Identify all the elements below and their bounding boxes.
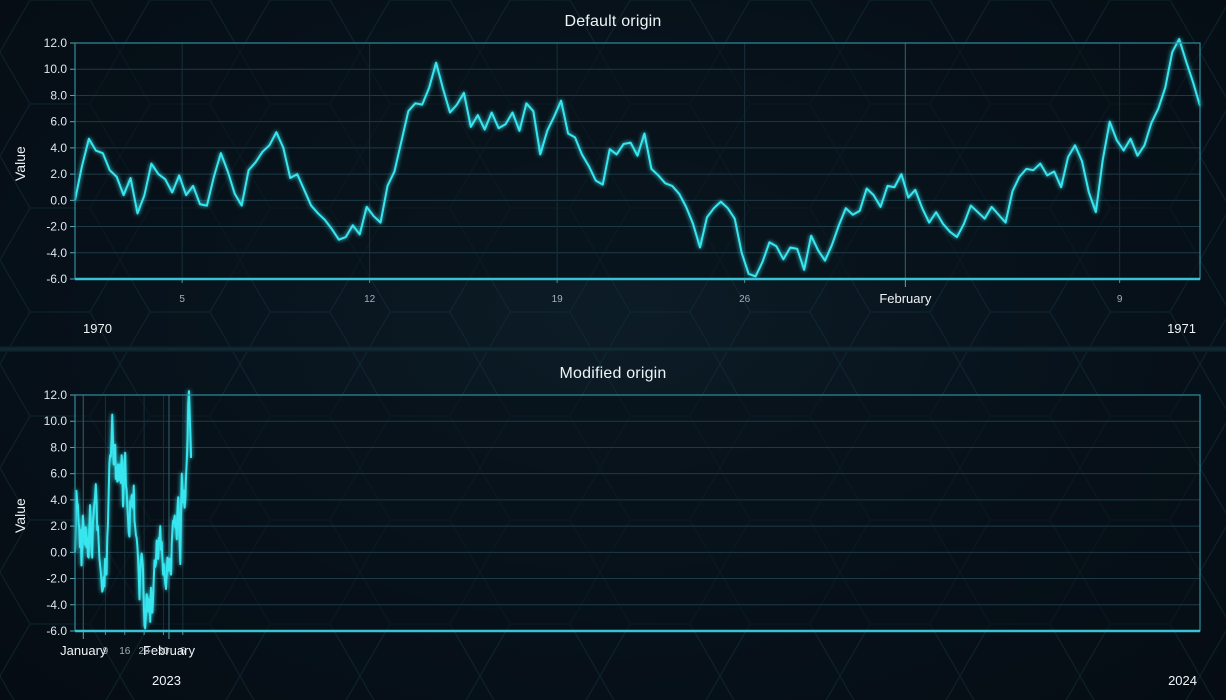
y-tick-label: -6.0 [46, 624, 67, 638]
x-major-tick-label: February [143, 643, 196, 658]
y-tick-label: 4.0 [50, 141, 67, 155]
line-chart-default-origin[interactable]: 12.0 10.0 8.0 6.0 4.0 2.0 0.0 -2.0 -4.0 -6.0 5 12 19… [0, 0, 1226, 348]
x-tick-label: 12 [364, 294, 376, 305]
x-year-label: 1970 [83, 321, 112, 336]
y-tick-label: 6.0 [50, 467, 67, 481]
plot-area [75, 43, 1200, 279]
y-tick-label: 0.0 [50, 545, 67, 559]
y-tick-label: 12.0 [44, 388, 68, 402]
x-year-label: 1971 [1167, 321, 1196, 336]
x-year-label: 2024 [1168, 673, 1197, 688]
chart-panel-default-origin: Default origin Value 12.0 10.0 8.0 6.0 4.0 2.… [0, 0, 1226, 348]
y-tick-label: 10.0 [44, 62, 68, 76]
x-tick-label: 9 [103, 646, 109, 657]
x-tick-label: 30 [158, 646, 170, 657]
y-tick-label: -2.0 [46, 220, 67, 234]
panel-divider [0, 346, 1226, 352]
chart-title: Modified origin [559, 365, 667, 382]
x-tick-label: 16 [119, 646, 131, 657]
x-major-tick-label: January [60, 643, 107, 658]
y-tick-label: -4.0 [46, 598, 67, 612]
y-tick-label: 4.0 [50, 493, 67, 507]
chart-title: Default origin [564, 13, 662, 30]
x-tick-label: 5 [179, 294, 185, 305]
y-tick-label: 10.0 [44, 414, 68, 428]
series-line[interactable] [74, 390, 193, 630]
x-tick-label: 6 [180, 646, 186, 657]
y-tick-label: -2.0 [46, 572, 67, 586]
y-tick-label: -4.0 [46, 246, 67, 260]
x-tick-label: 23 [139, 646, 151, 657]
y-tick-label: 0.0 [50, 193, 67, 207]
y-tick-label: 2.0 [50, 519, 67, 533]
y-tick-label: -6.0 [46, 272, 67, 286]
chart-panel-modified-origin: Modified origin Value 12.0 10.0 8.0 6.0 4.0 2… [0, 352, 1226, 700]
x-tick-label: 9 [1117, 294, 1123, 305]
y-tick-label: 6.0 [50, 115, 67, 129]
x-major-tick-label: February [879, 291, 932, 306]
y-tick-label: 12.0 [44, 36, 68, 50]
x-tick-label: 19 [552, 294, 564, 305]
y-tick-label: 8.0 [50, 88, 67, 102]
series-line[interactable] [74, 38, 1201, 278]
y-tick-label: 8.0 [50, 440, 67, 454]
x-year-label: 2023 [152, 673, 181, 688]
x-tick-label: 26 [739, 294, 751, 305]
plot-area [75, 395, 1200, 631]
line-chart-modified-origin[interactable]: 12.0 10.0 8.0 6.0 4.0 2.0 0.0 -2.0 -4.0 -6.0 9 16 23… [0, 352, 1226, 700]
y-tick-label: 2.0 [50, 167, 67, 181]
